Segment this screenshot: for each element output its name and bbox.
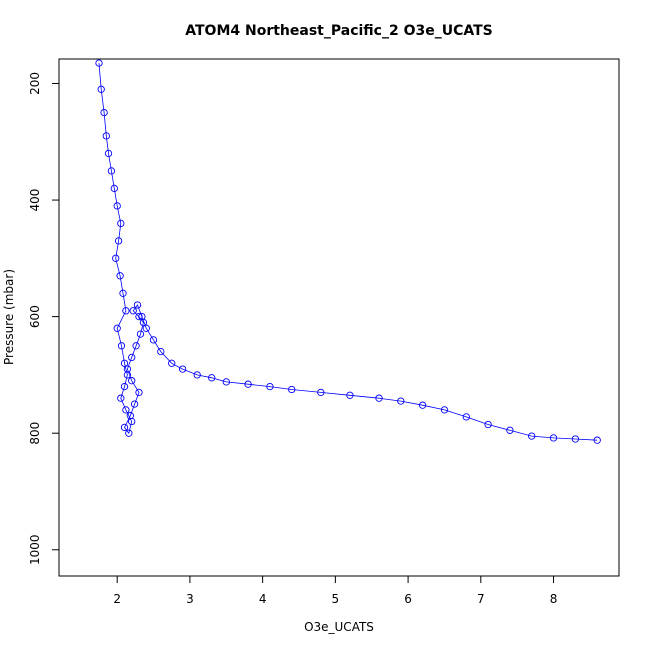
data-point [112, 254, 120, 262]
data-point [484, 420, 492, 429]
data-point [119, 289, 127, 297]
data-point [116, 272, 124, 280]
data-point [123, 365, 132, 373]
data-point [120, 423, 129, 432]
data-point [133, 301, 142, 309]
data-point [126, 412, 134, 420]
data-point [114, 237, 123, 245]
data-point [571, 435, 580, 443]
x-tick-label: 3 [186, 592, 194, 606]
data-point [113, 324, 121, 332]
data-point [142, 324, 150, 332]
data-point [135, 388, 143, 397]
x-tick-label: 8 [550, 592, 558, 606]
data-point [129, 307, 137, 315]
data-point [102, 132, 110, 140]
x-axis-label: O3e_UCATS [304, 620, 374, 634]
y-tick-label: 600 [28, 305, 42, 328]
data-point [157, 347, 165, 356]
data-point [397, 397, 405, 405]
data-point [107, 167, 116, 175]
y-axis-label: Pressure (mbar) [2, 269, 16, 365]
y-tick-label: 400 [28, 189, 42, 212]
plot-frame [58, 58, 620, 577]
data-point [244, 380, 252, 388]
data-point [128, 353, 136, 362]
data-point [440, 406, 449, 414]
data-point [549, 434, 558, 442]
data-point [418, 401, 427, 409]
data-point [95, 59, 103, 67]
x-tick-label: 2 [113, 592, 121, 606]
data-point [117, 219, 125, 228]
data-point [346, 391, 354, 399]
data-point [122, 406, 130, 414]
data-point [113, 202, 121, 210]
data-points [95, 59, 601, 444]
x-tick-label: 6 [404, 592, 412, 606]
data-point [208, 374, 216, 382]
data-point [120, 382, 129, 391]
data-point [125, 429, 133, 437]
data-point [110, 184, 118, 193]
data-point [462, 413, 470, 421]
data-point [375, 394, 383, 402]
y-tick-label: 800 [28, 422, 42, 445]
data-point [128, 377, 136, 385]
data-point [506, 426, 514, 434]
data-point [138, 312, 146, 321]
chart-title: ATOM4 Northeast_Pacific_2 O3e_UCATS [185, 23, 493, 39]
data-point [149, 336, 158, 344]
data-point [117, 342, 126, 350]
data-point [593, 436, 601, 444]
data-point [168, 359, 176, 367]
data-point [178, 365, 187, 373]
data-point [117, 394, 125, 402]
x-axis: 2 3 4 5 6 7 8 [113, 575, 558, 606]
data-point [123, 371, 132, 379]
data-point [136, 330, 145, 338]
data-point [288, 385, 296, 394]
x-tick-label: 4 [259, 592, 267, 606]
x-tick-label: 5 [332, 592, 340, 606]
y-tick-label: 200 [28, 72, 42, 95]
data-point [222, 378, 230, 386]
y-tick-label: 1000 [28, 534, 42, 565]
data-point [135, 312, 143, 321]
data-point [97, 85, 105, 93]
data-point [120, 359, 129, 367]
data-point [317, 388, 325, 397]
data-point [100, 108, 108, 117]
data-point [528, 432, 536, 440]
data-point [266, 382, 274, 391]
y-axis: 200 400 600 800 1000 [28, 72, 60, 565]
data-point [104, 149, 113, 158]
data-point [122, 307, 130, 315]
data-point [132, 342, 140, 350]
x-tick-label: 7 [477, 592, 485, 606]
series-line [98, 63, 598, 441]
data-point [130, 400, 139, 408]
data-point [193, 371, 201, 379]
